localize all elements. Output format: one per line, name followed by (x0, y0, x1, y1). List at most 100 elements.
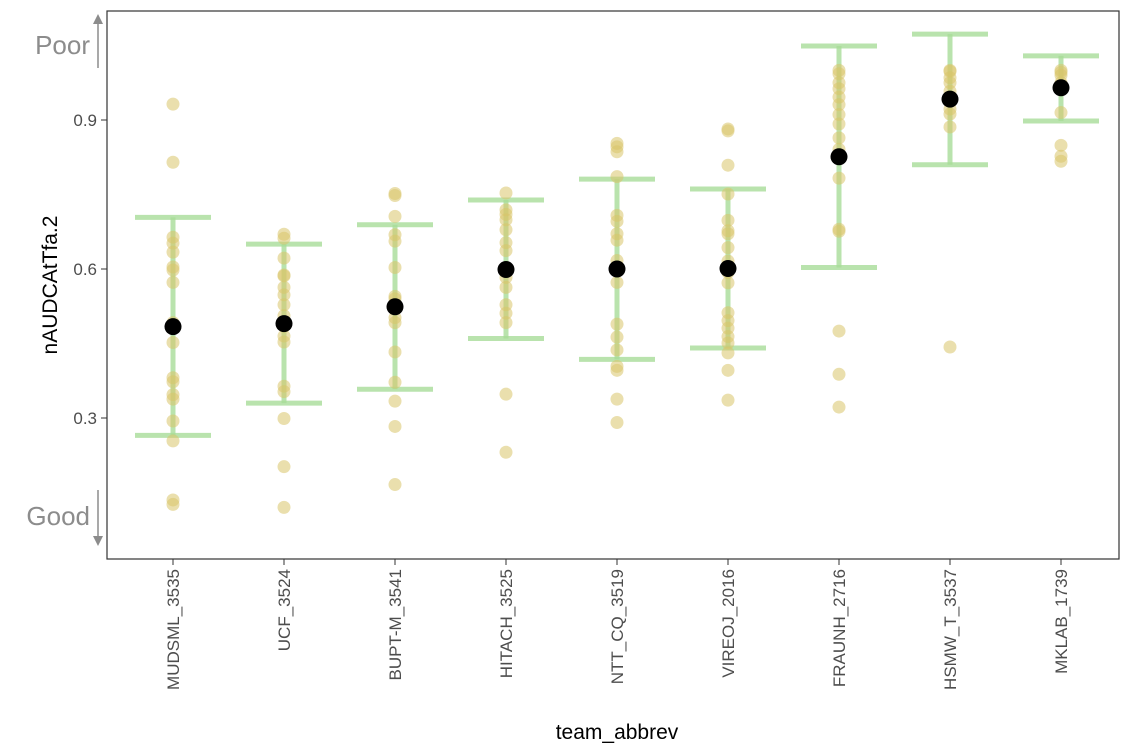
data-point (166, 245, 180, 259)
data-point (721, 363, 735, 377)
data-point (277, 288, 291, 302)
data-point (277, 411, 291, 425)
data-point (1054, 106, 1068, 120)
data-point (610, 317, 624, 331)
data-point (721, 336, 735, 350)
x-tick-label: MUDSML_3535 (164, 569, 183, 690)
data-point (721, 346, 735, 360)
data-point (499, 280, 513, 294)
x-tick-label: FRAUNH_2716 (830, 569, 849, 687)
data-point (277, 231, 291, 245)
data-point (832, 171, 846, 185)
data-point (721, 158, 735, 172)
good-label: Good (26, 501, 90, 531)
x-tick-label: VIREOJ_2016 (719, 569, 738, 678)
poor-annotation: Poor (35, 14, 103, 68)
data-point (388, 188, 402, 202)
up-arrow-icon (93, 14, 103, 24)
data-point (277, 335, 291, 349)
data-point (166, 336, 180, 350)
y-tick-label: 0.6 (73, 260, 97, 279)
data-point (166, 414, 180, 428)
data-point (388, 261, 402, 275)
data-point (610, 363, 624, 377)
data-point (277, 385, 291, 399)
x-tick-label: HITACH_3525 (497, 569, 516, 678)
data-point (721, 241, 735, 255)
data-point (388, 419, 402, 433)
data-point (832, 224, 846, 238)
data-point (277, 500, 291, 514)
mean-point (608, 260, 626, 278)
data-point (1054, 154, 1068, 168)
data-point (277, 298, 291, 312)
data-point (610, 145, 624, 159)
poor-label: Poor (35, 30, 90, 60)
panel-border (106, 10, 1120, 560)
data-point (610, 343, 624, 357)
data-point (721, 227, 735, 241)
x-axis-title: team_abbrev (556, 721, 679, 744)
data-point (610, 214, 624, 228)
data-point (832, 131, 846, 145)
data-point (166, 263, 180, 277)
data-point (832, 98, 846, 112)
data-point (388, 394, 402, 408)
data-point (943, 340, 957, 354)
data-point (832, 108, 846, 122)
mean-point (941, 90, 959, 108)
data-point (166, 375, 180, 389)
data-point (277, 460, 291, 474)
data-point (388, 478, 402, 492)
point-layer (166, 63, 1068, 514)
y-tick-label: 0.3 (73, 409, 97, 428)
x-tick-label: NTT_CQ_3519 (608, 569, 627, 684)
x-axis: MUDSML_3535 UCF_3524 BUPT-M_3541 HITACH_352… (164, 559, 1071, 690)
data-point (499, 213, 513, 227)
data-point (277, 251, 291, 265)
data-point (832, 67, 846, 81)
data-point (499, 306, 513, 320)
data-point (499, 223, 513, 237)
data-point (832, 324, 846, 338)
mean-point (1052, 79, 1070, 97)
mean-point (719, 260, 737, 278)
data-point (610, 170, 624, 184)
data-point (388, 234, 402, 248)
y-axis-title: nAUDCAtTfa.2 (39, 216, 62, 355)
x-tick-label: MKLAB_1739 (1052, 569, 1071, 674)
y-axis: 0.3 0.6 0.9 (73, 111, 107, 428)
mean-point (164, 318, 182, 336)
data-point (166, 392, 180, 406)
x-tick-label: HSMW_T_3537 (941, 569, 960, 690)
data-point (610, 233, 624, 247)
data-point (166, 155, 180, 169)
data-point (832, 367, 846, 381)
good-annotation: Good (26, 490, 103, 546)
data-point (499, 387, 513, 401)
data-point (721, 276, 735, 290)
down-arrow-icon (93, 536, 103, 546)
data-point (1054, 138, 1068, 152)
data-point (166, 497, 180, 511)
data-point (721, 124, 735, 138)
data-point (499, 445, 513, 459)
y-tick-label: 0.9 (73, 111, 97, 130)
data-point (277, 269, 291, 283)
data-point (943, 107, 957, 121)
data-point (499, 186, 513, 200)
data-point (166, 236, 180, 250)
data-point (721, 187, 735, 201)
data-point (832, 400, 846, 414)
data-point (499, 244, 513, 258)
mean-point (386, 298, 404, 316)
mean-layer (164, 79, 1070, 336)
data-point (832, 117, 846, 131)
data-point (166, 275, 180, 289)
data-point (721, 393, 735, 407)
data-point (721, 213, 735, 227)
data-point (388, 209, 402, 223)
data-point (610, 392, 624, 406)
